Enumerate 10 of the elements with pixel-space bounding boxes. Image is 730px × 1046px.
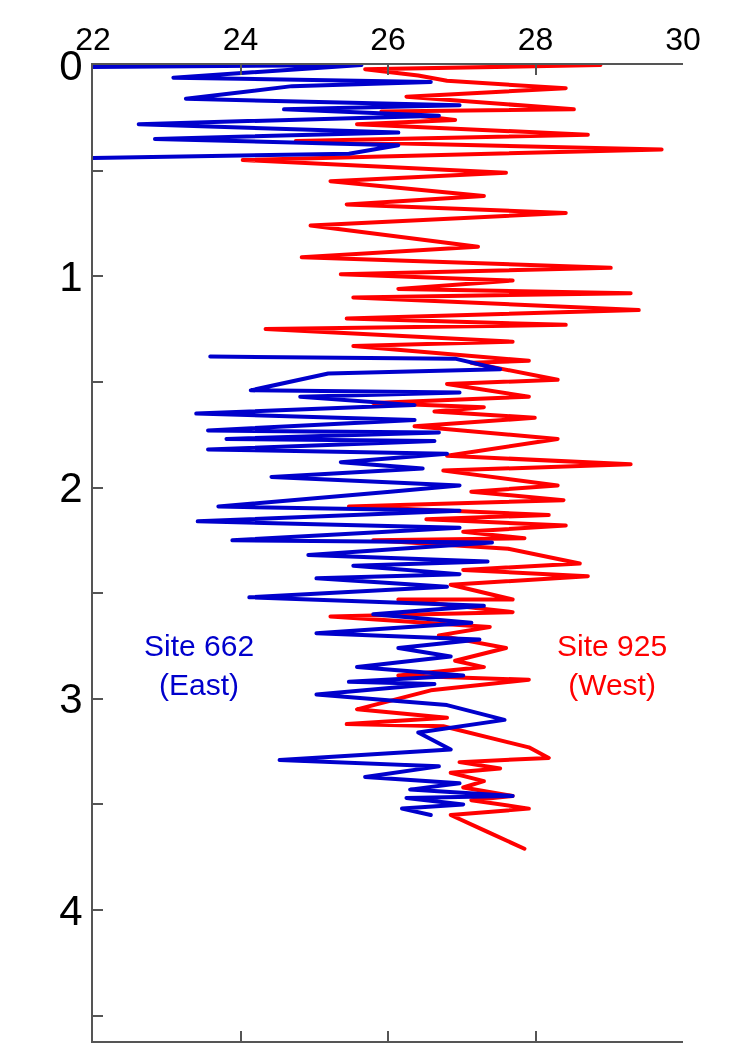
y-tick-label: 2 (59, 464, 83, 512)
x-tick-label: 28 (517, 21, 554, 58)
y-tick-label: 3 (59, 675, 83, 723)
x-tick-label: 24 (222, 21, 259, 58)
x-tick-label: 26 (370, 21, 406, 58)
y-tick-label: 1 (59, 252, 83, 300)
series-label: Site 925 (West) (557, 629, 668, 701)
x-tick-label: 30 (665, 21, 701, 58)
y-tick-label: 4 (59, 886, 83, 934)
series-label: Site 662 (East) (144, 629, 255, 701)
